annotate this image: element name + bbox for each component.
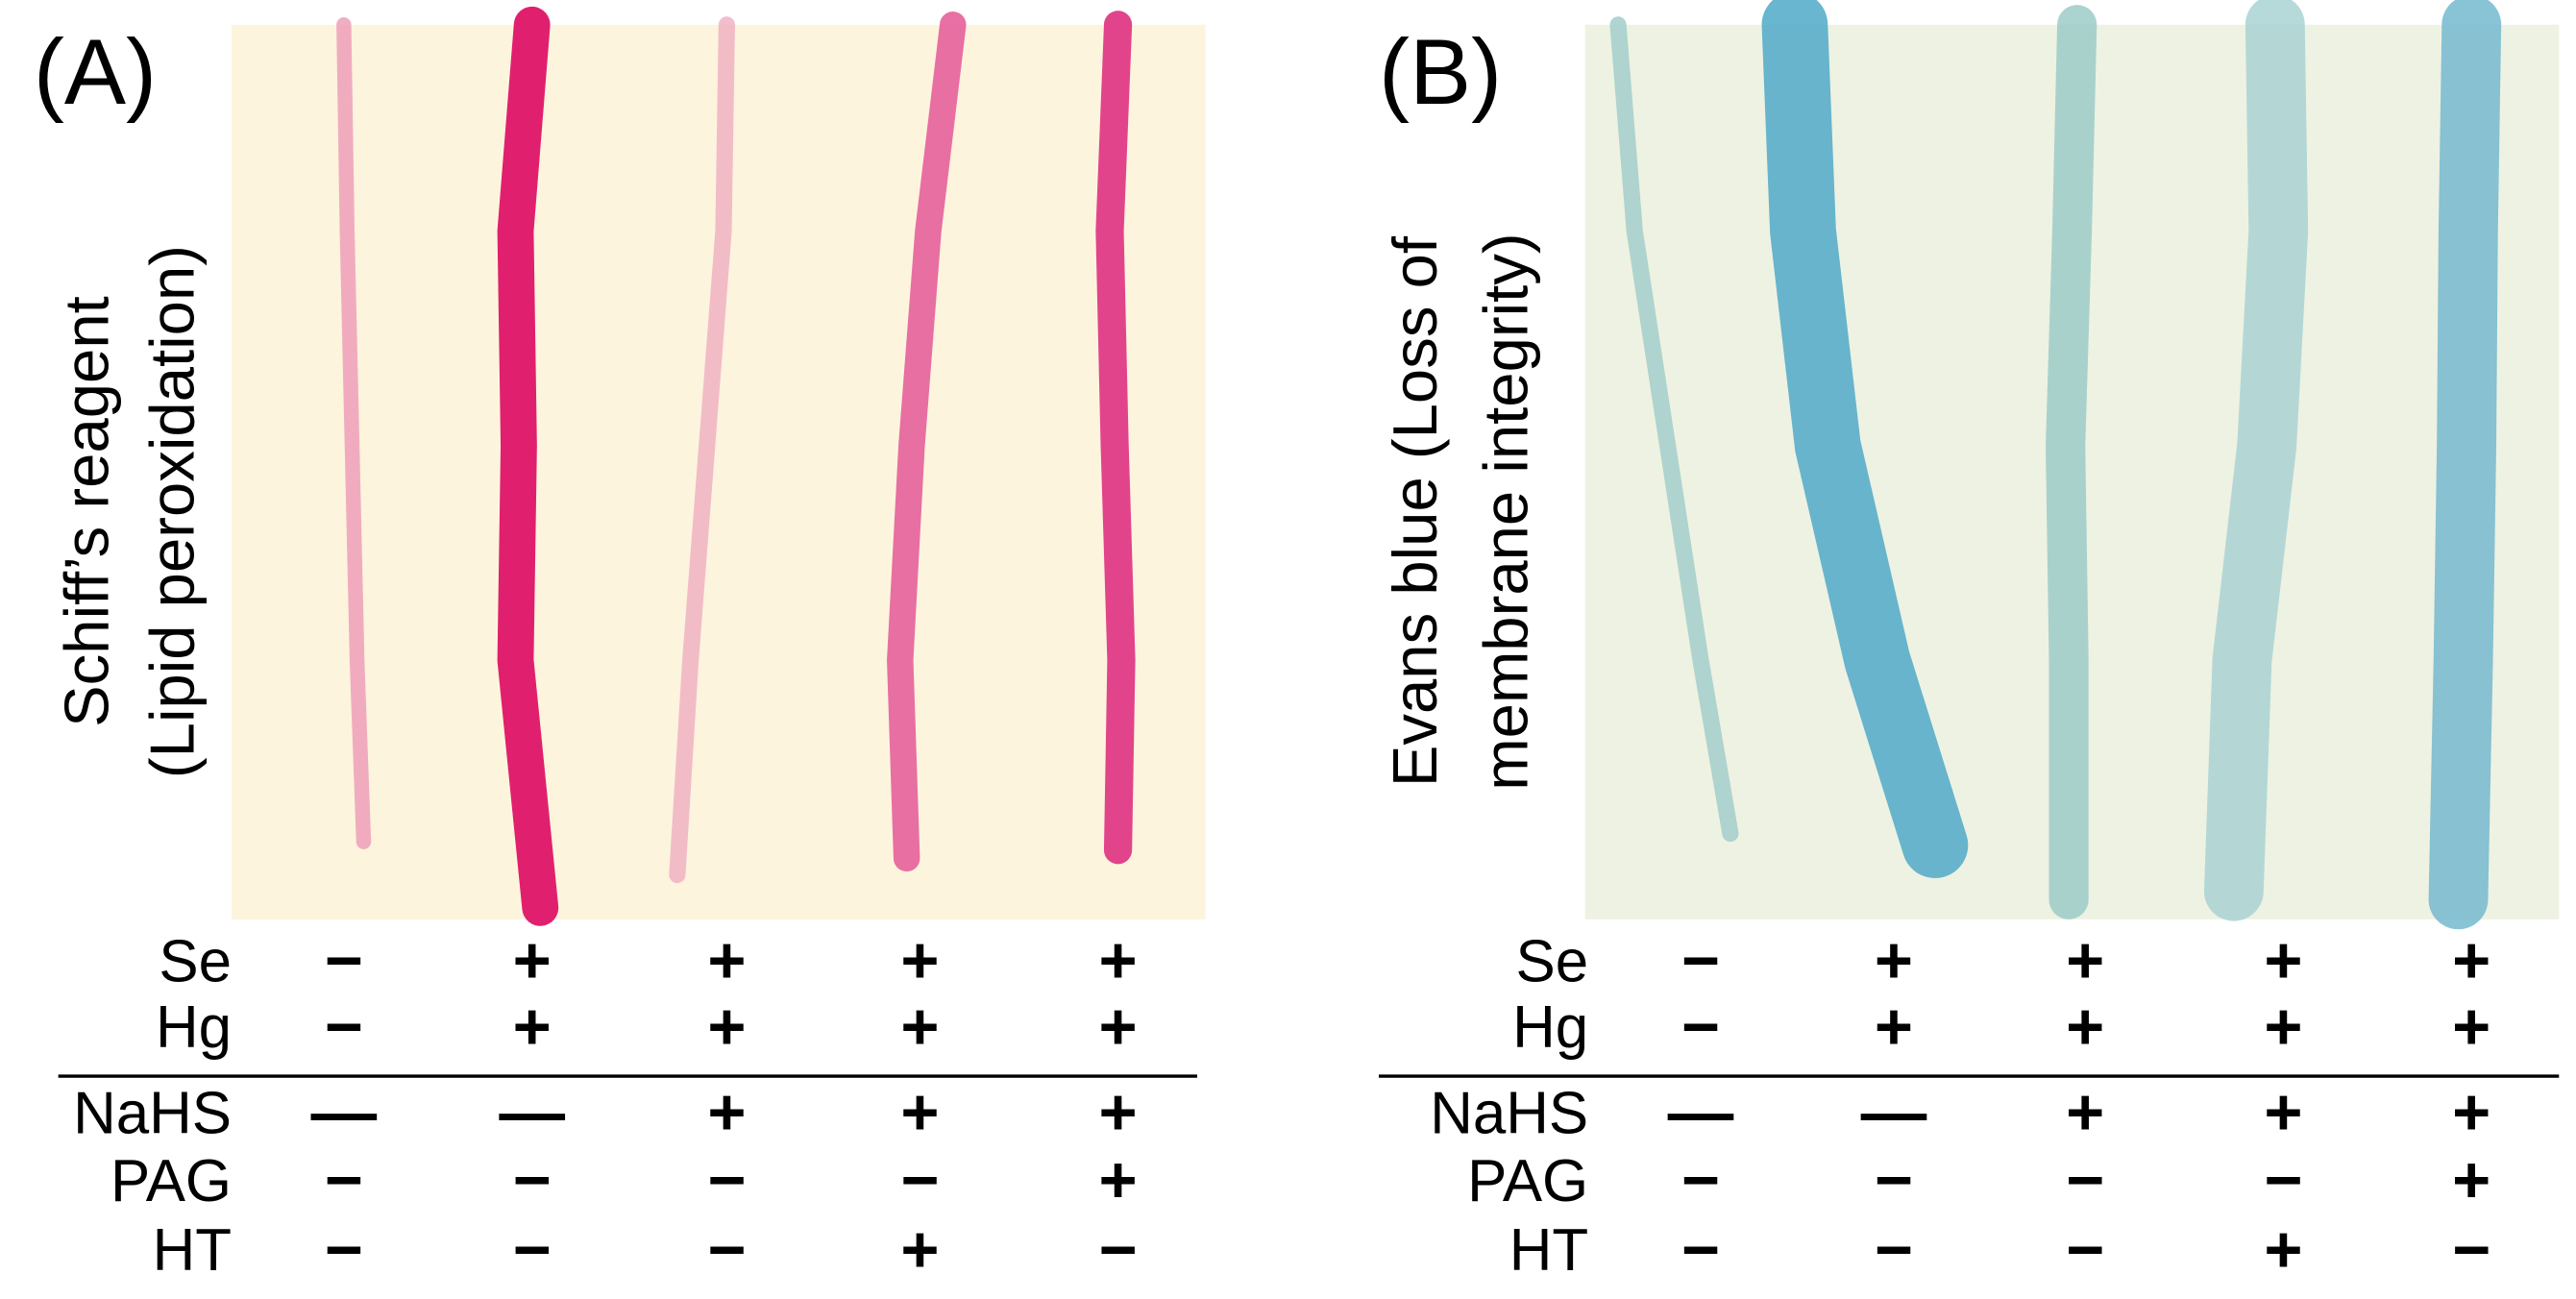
root (1095, 11, 1136, 865)
treatment-sign: + (2452, 990, 2490, 1064)
treatment-sign: − (2066, 1213, 2104, 1287)
treatment-sign: − (2264, 1143, 2302, 1217)
treatment-sign: − (1681, 1213, 1720, 1287)
treatment-name: HT (153, 1217, 232, 1284)
treatment-sign: + (1875, 923, 1913, 997)
treatment-sign: — (311, 1075, 378, 1149)
panel: (B) Evans blue (Loss of membrane integrity… (1379, 0, 2560, 1287)
treatment-sign: — (499, 1075, 565, 1149)
panel-label: (A) (34, 21, 157, 124)
treatment-sign: + (2066, 923, 2104, 997)
treatment-sign: − (325, 1143, 363, 1217)
panel: (A) Schiff’s reagent (Lipid peroxidation) S… (34, 6, 1206, 1287)
treatment-sign: + (900, 990, 939, 1064)
root (669, 16, 735, 884)
stain-title: Schiff’s reagent (51, 296, 121, 727)
treatment-sign: + (2264, 1075, 2302, 1149)
treatment-sign: + (2452, 1075, 2490, 1149)
root (2428, 0, 2502, 930)
treatment-name: PAG (110, 1148, 232, 1214)
root (336, 17, 372, 849)
treatment-sign: − (1875, 1143, 1913, 1217)
treatment-name: Se (159, 928, 232, 994)
root (1609, 16, 1739, 843)
treatment-sign: − (707, 1213, 746, 1287)
treatment-sign: + (2264, 990, 2302, 1064)
treatment-sign: − (325, 1213, 363, 1287)
treatment-sign: + (2452, 923, 2490, 997)
treatment-sign: − (325, 990, 363, 1064)
treatment-sign: + (1098, 1075, 1137, 1149)
treatment-sign: − (707, 1143, 746, 1217)
treatment-sign: + (900, 923, 939, 997)
treatment-sign: + (1098, 923, 1137, 997)
treatment-name: Hg (1512, 994, 1588, 1061)
treatment-name: HT (1509, 1217, 1588, 1284)
treatment-sign: − (900, 1143, 939, 1217)
treatment-sign: − (513, 1143, 552, 1217)
treatment-sign: + (707, 923, 746, 997)
treatment-sign: − (1681, 923, 1720, 997)
treatment-sign: — (1668, 1075, 1734, 1149)
treatment-sign: + (2452, 1143, 2490, 1217)
treatment-sign: + (1098, 1143, 1137, 1217)
treatment-sign: + (1875, 990, 1913, 1064)
treatment-sign: + (2066, 990, 2104, 1064)
root (887, 12, 967, 872)
treatment-sign: + (900, 1213, 939, 1287)
treatment-sign: + (2264, 923, 2302, 997)
treatment-sign: − (1098, 1213, 1137, 1287)
stain-measure: (Lipid peroxidation) (137, 245, 208, 778)
treatment-name: Se (1516, 928, 1589, 994)
treatment-sign: — (1861, 1075, 1927, 1149)
stain-measure: membrane integrity) (1471, 233, 1541, 790)
treatment-sign: − (1681, 1143, 1720, 1217)
root (497, 6, 559, 926)
treatment-sign: + (2264, 1213, 2302, 1287)
treatment-sign: + (900, 1075, 939, 1149)
treatment-sign: − (325, 923, 363, 997)
treatment-sign: − (513, 1213, 552, 1287)
treatment-sign: − (2452, 1213, 2490, 1287)
treatment-sign: + (707, 990, 746, 1064)
treatment-name: NaHS (73, 1080, 232, 1146)
stain-title: Evans blue (Loss of (1380, 235, 1450, 787)
treatment-sign: + (2066, 1075, 2104, 1149)
treatment-name: NaHS (1430, 1080, 1588, 1146)
root (2203, 0, 2309, 921)
treatment-name: PAG (1467, 1148, 1588, 1214)
treatment-sign: + (513, 923, 552, 997)
treatment-sign: − (2066, 1143, 2104, 1217)
treatment-sign: + (707, 1075, 746, 1149)
panel-label: (B) (1379, 21, 1502, 124)
treatment-name: Hg (156, 994, 232, 1061)
treatment-sign: + (1098, 990, 1137, 1064)
root (1761, 0, 1969, 878)
treatment-sign: + (513, 990, 552, 1064)
root (2046, 5, 2098, 919)
treatment-sign: − (1681, 990, 1720, 1064)
treatment-sign: − (1875, 1213, 1913, 1287)
